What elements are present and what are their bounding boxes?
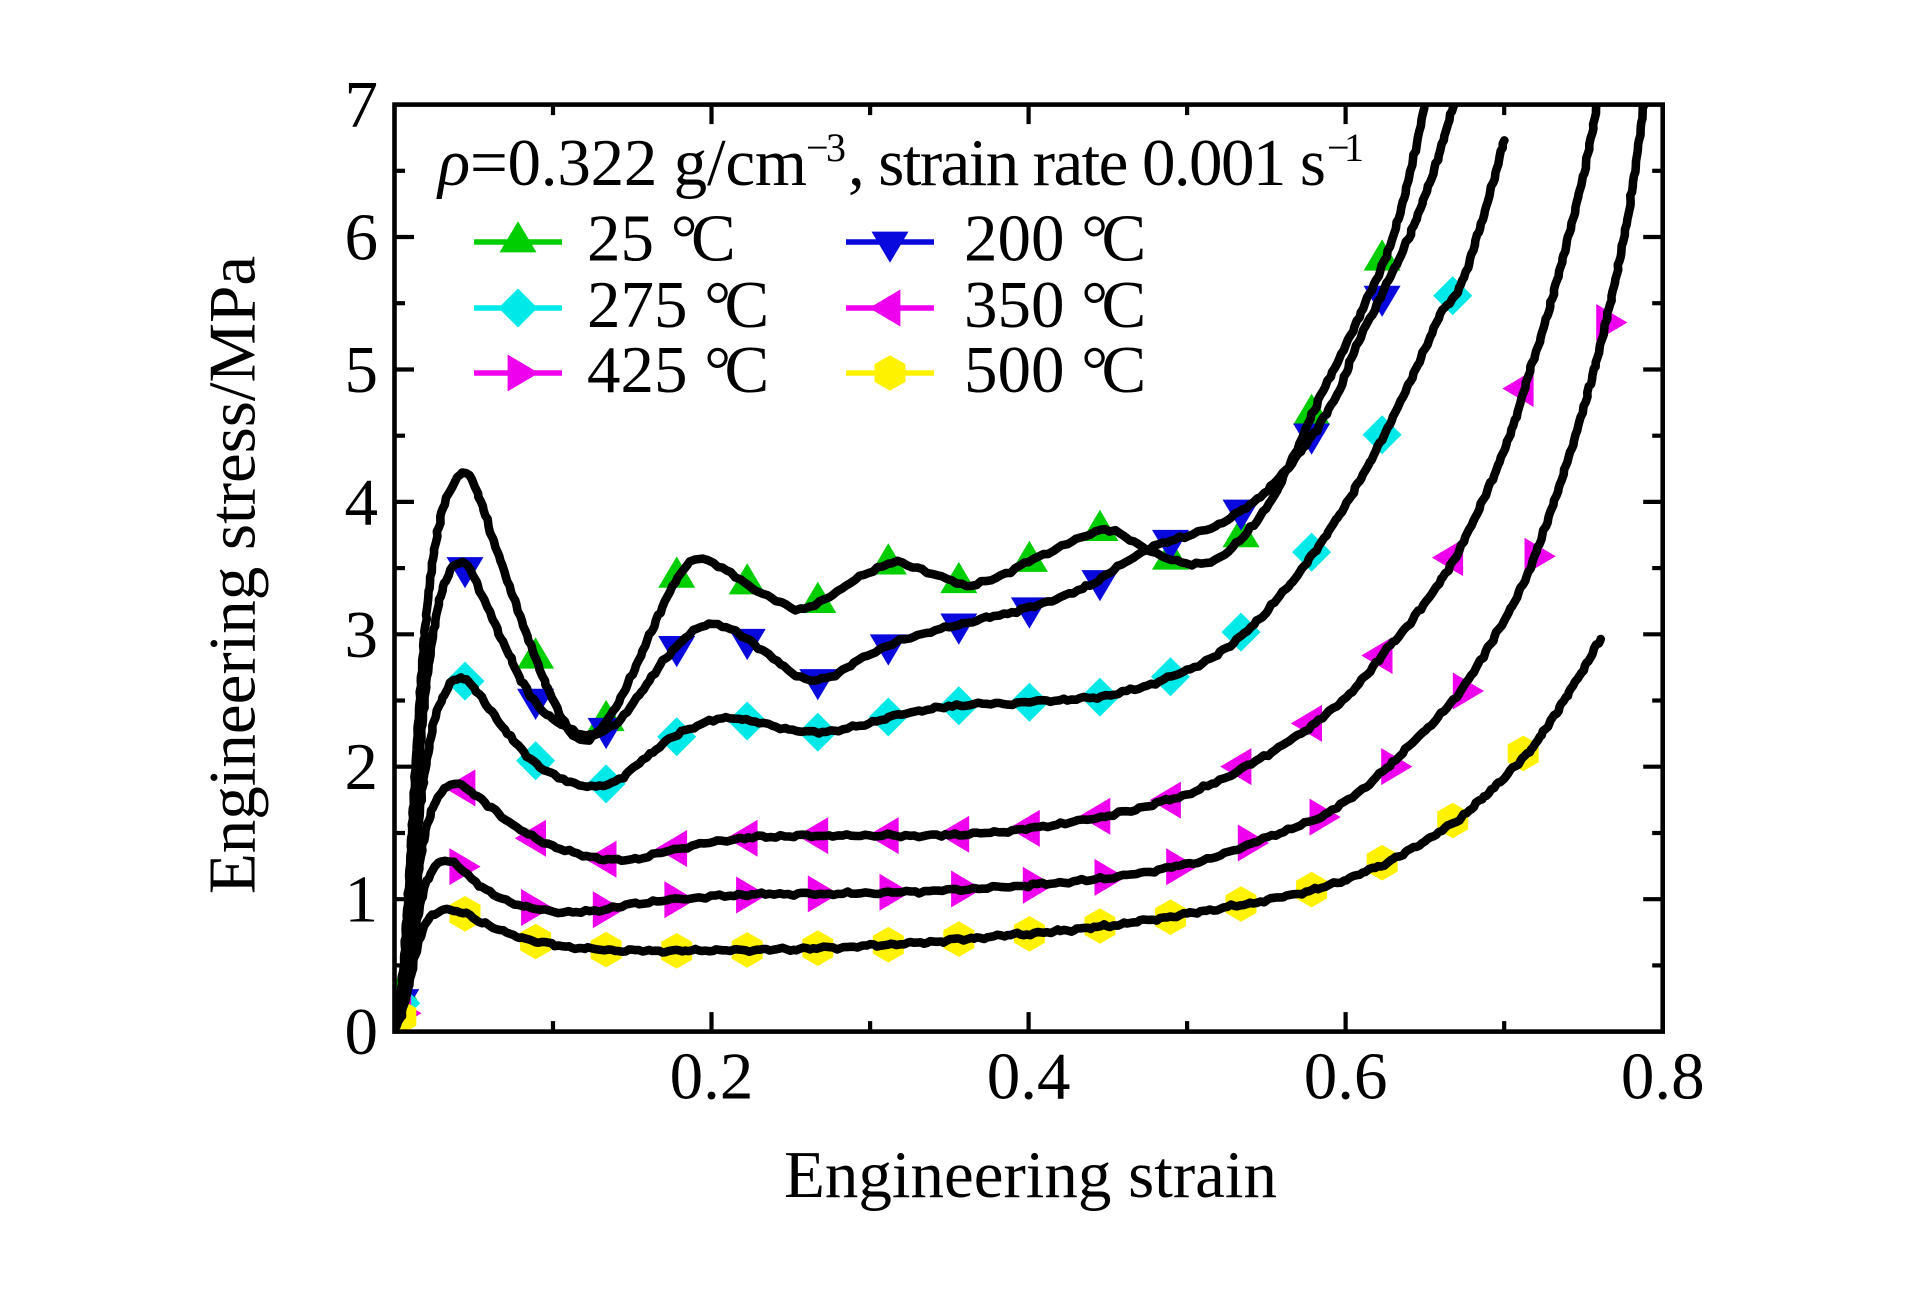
svg-text:2: 2: [345, 730, 379, 804]
svg-text:500 °C: 500 °C: [964, 333, 1146, 407]
svg-text:−1: −1: [1327, 125, 1364, 170]
svg-text:425 °C: 425 °C: [587, 333, 769, 407]
svg-text:Engineering stress/MPa: Engineering stress/MPa: [196, 256, 270, 894]
svg-text:−3: −3: [806, 125, 846, 170]
svg-text:275 °C: 275 °C: [587, 268, 769, 342]
svg-text:7: 7: [345, 68, 379, 142]
svg-text:6: 6: [345, 201, 379, 275]
svg-text:200 °C: 200 °C: [964, 202, 1146, 276]
svg-text:0.2: 0.2: [670, 1040, 754, 1114]
svg-text:4: 4: [345, 465, 379, 539]
svg-text:ρ=0.322 g/cm: ρ=0.322 g/cm: [436, 126, 807, 200]
svg-text:0.4: 0.4: [987, 1040, 1071, 1114]
svg-text:1: 1: [345, 863, 379, 937]
svg-text:350 °C: 350 °C: [964, 268, 1146, 342]
svg-text:, strain rate 0.001 s: , strain rate 0.001 s: [848, 126, 1326, 200]
svg-text:25 °C: 25 °C: [587, 202, 736, 276]
svg-text:0.8: 0.8: [1621, 1040, 1705, 1114]
svg-text:0.6: 0.6: [1304, 1040, 1388, 1114]
svg-text:3: 3: [345, 598, 379, 672]
svg-text:5: 5: [345, 333, 379, 407]
svg-text:0: 0: [345, 995, 379, 1069]
svg-text:Engineering strain: Engineering strain: [784, 1138, 1277, 1212]
